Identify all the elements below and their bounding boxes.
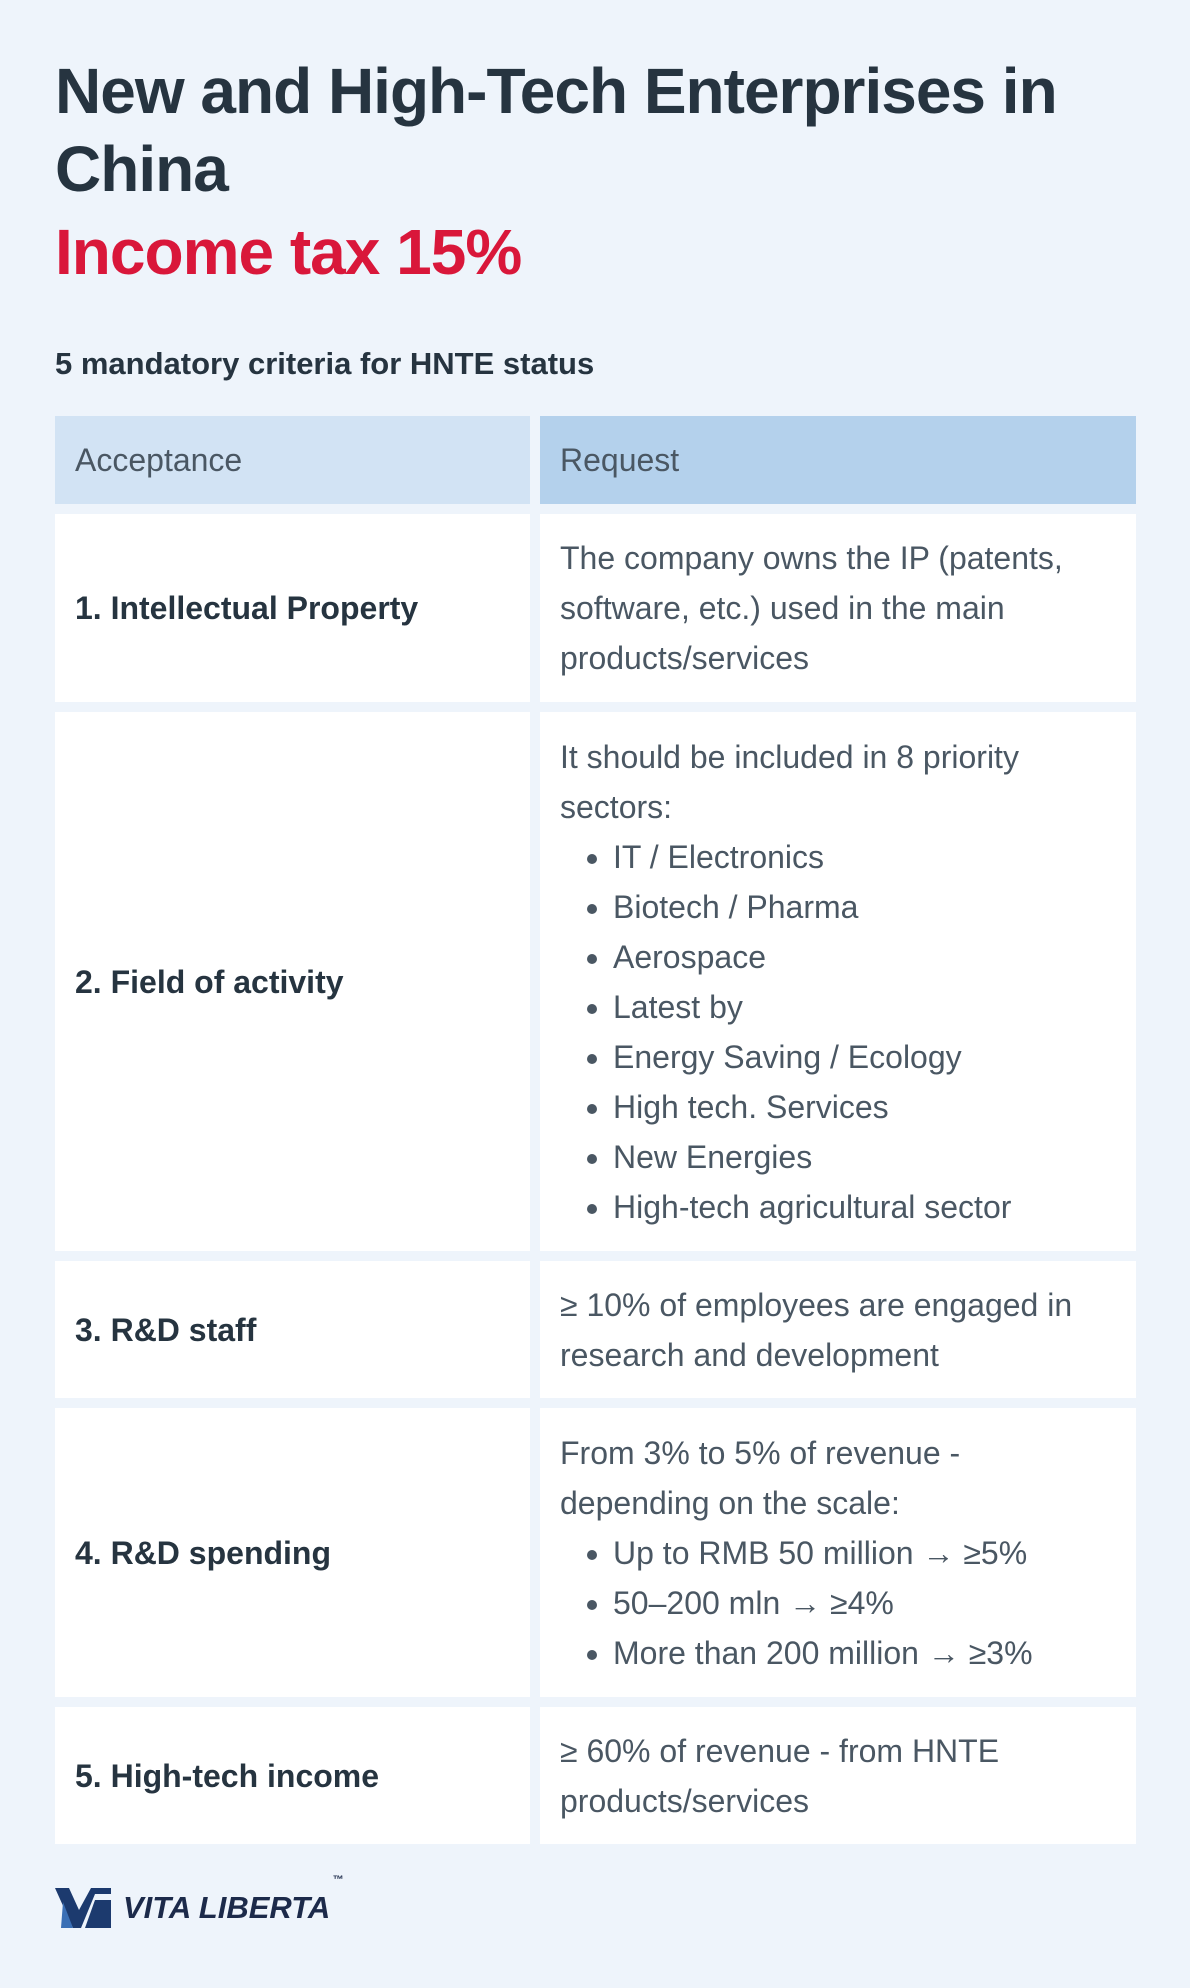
bullet-list: Up to RMB 50 million → ≥5%50–200 mln → ≥… [560, 1528, 1116, 1678]
criterion-cell: 4. R&D spending [55, 1408, 530, 1697]
highlight: Income tax 15% [55, 216, 522, 288]
logo-text: VITA LIBERTA™ [123, 1874, 343, 1926]
title: New and High-Tech Enterprises in China [55, 55, 1058, 205]
request-text: It should be included in 8 priority sect… [560, 738, 1019, 825]
bullet-item: More than 200 million → ≥3% [613, 1628, 1116, 1678]
bullet-list: IT / ElectronicsBiotech / PharmaAerospac… [560, 832, 1116, 1232]
criterion-cell: 5. High-tech income [55, 1707, 530, 1844]
bullet-item: Aerospace [613, 932, 1116, 982]
request-cell: It should be included in 8 priority sect… [540, 712, 1136, 1251]
bullet-item: Up to RMB 50 million → ≥5% [613, 1528, 1116, 1578]
request-cell: The company owns the IP (patents, softwa… [540, 514, 1136, 702]
bullet-item: Latest by [613, 982, 1116, 1032]
request-text: The company owns the IP (patents, softwa… [560, 540, 1063, 676]
request-cell: ≥ 60% of revenue - from HNTE products/se… [540, 1707, 1136, 1844]
table: Acceptance Request 1. Intellectual Prope… [55, 416, 1136, 1844]
logo-icon [55, 1888, 111, 1928]
logo-name: VITA LIBERTA [123, 1890, 331, 1925]
request-cell: ≥ 10% of employees are engaged in resear… [540, 1261, 1136, 1398]
bullet-item: Biotech / Pharma [613, 882, 1116, 932]
column-header: Request [540, 416, 1136, 504]
bullet-item: Energy Saving / Ecology [613, 1032, 1116, 1082]
logo: VITA LIBERTA™ [55, 1874, 343, 1928]
subtitle: 5 mandatory criteria for HNTE status [55, 346, 595, 381]
bullet-item: High-tech agricultural sector [613, 1182, 1116, 1232]
criterion-cell: 2. Field of activity [55, 712, 530, 1251]
bullet-item: New Energies [613, 1132, 1116, 1182]
request-text: ≥ 10% of employees are engaged in resear… [560, 1286, 1073, 1373]
request-text: From 3% to 5% of revenue - depending on … [560, 1434, 961, 1521]
column-header: Acceptance [55, 416, 530, 504]
bullet-item: High tech. Services [613, 1082, 1116, 1132]
request-cell: From 3% to 5% of revenue - depending on … [540, 1408, 1136, 1697]
bullet-item: 50–200 mln → ≥4% [613, 1578, 1116, 1628]
request-text: ≥ 60% of revenue - from HNTE products/se… [560, 1732, 1000, 1819]
bullet-item: IT / Electronics [613, 832, 1116, 882]
criterion-cell: 1. Intellectual Property [55, 514, 530, 702]
criterion-cell: 3. R&D staff [55, 1261, 530, 1398]
logo-trademark: ™ [332, 1874, 344, 1886]
